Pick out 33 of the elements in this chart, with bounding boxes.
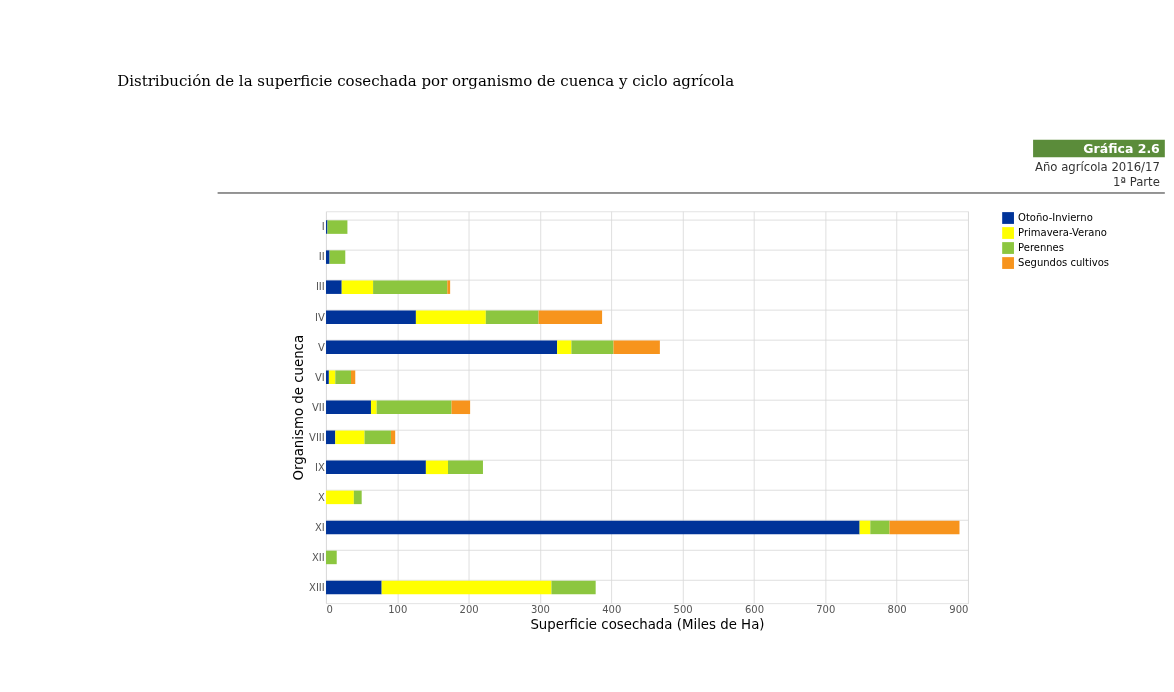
x-tick-label: 0 — [326, 603, 333, 615]
x-tick-label: 200 — [459, 603, 479, 615]
y-tick-label: VII — [312, 401, 325, 413]
legend-label: Segundos cultivos — [1018, 257, 1110, 269]
y-tick-label: V — [317, 341, 325, 353]
x-tick-label: 700 — [816, 603, 836, 615]
x-tick-label: 600 — [744, 603, 764, 615]
y-tick-label: XI — [314, 521, 325, 533]
chart-title: Distribución de la superficie cosechada por organismo de cuenca y ciclo agrícola — [117, 72, 735, 91]
legend-label: Primavera-Verano — [1018, 227, 1107, 239]
x-tick-label: 800 — [887, 603, 907, 615]
text: Año agrícola 2016/17 — [1035, 160, 1160, 175]
y-tick-label: IX — [314, 461, 325, 473]
x-tick-label: 100 — [388, 603, 408, 615]
y-tick-label: XII — [312, 551, 325, 563]
text: Gráfica 2.6 — [1083, 140, 1161, 156]
y-tick-label: X — [317, 491, 325, 503]
x-tick-label: 900 — [949, 603, 969, 615]
y-tick-label: II — [318, 251, 325, 263]
x-axis-title: Superficie cosechada (Miles de Ha) — [530, 616, 765, 632]
legend-label: Perennes — [1018, 242, 1064, 254]
x-tick-label: 500 — [673, 603, 693, 615]
x-tick-label: 400 — [602, 603, 622, 615]
y-tick-label: III — [315, 281, 325, 293]
y-tick-label: XIII — [309, 581, 325, 593]
x-tick-label: 300 — [530, 603, 550, 615]
y-tick-label: VIII — [309, 431, 325, 443]
text: 1ª Parte — [1113, 175, 1160, 190]
legend-label: Otoño-Invierno — [1018, 212, 1093, 224]
y-axis-title: Organismo de cuenca — [291, 334, 307, 481]
y-tick-label: I — [321, 221, 325, 233]
y-tick-label: IV — [314, 311, 325, 323]
y-tick-label: VI — [314, 371, 325, 383]
